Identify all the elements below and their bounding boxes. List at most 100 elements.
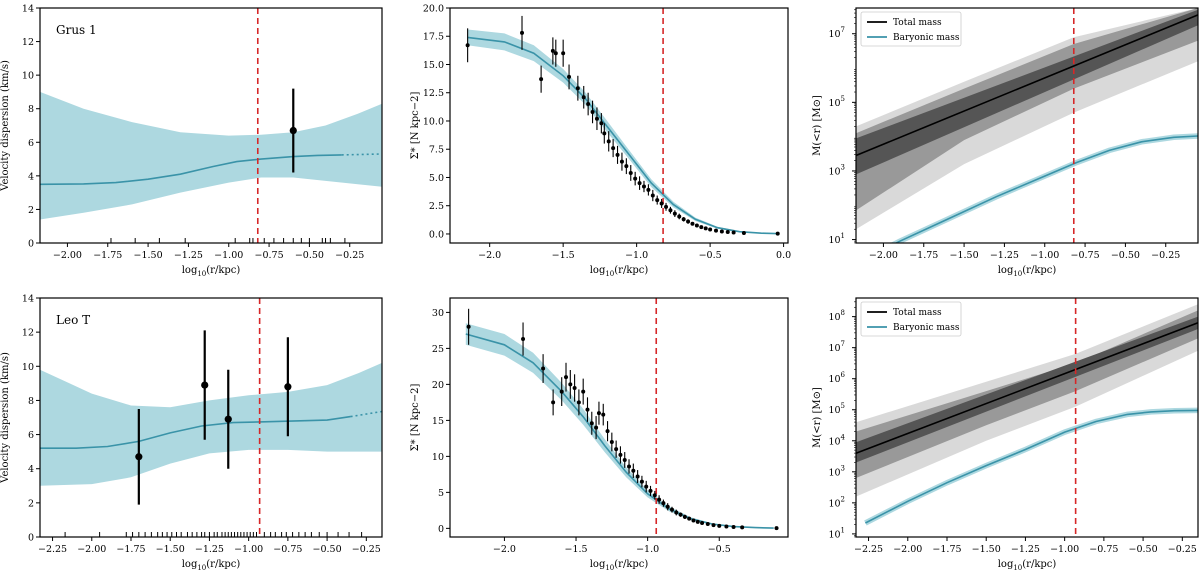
x-tick-label: −1.25 [1011, 544, 1040, 555]
x-tick-label: −0.25 [352, 544, 381, 555]
data-point [664, 202, 669, 211]
median-line [40, 415, 351, 449]
model-line [467, 36, 777, 235]
total-band-dark [856, 316, 1198, 463]
credible-band [40, 91, 382, 220]
x-tick-label: 0.0 [776, 250, 791, 261]
data-point [135, 408, 143, 505]
data-point [669, 506, 674, 513]
data-point [717, 523, 722, 528]
data-point [596, 401, 601, 425]
x-tick-label: −0.50 [1129, 544, 1158, 555]
x-tick-label: −0.75 [1089, 544, 1118, 555]
data-point [541, 354, 546, 383]
data-point [644, 480, 649, 493]
y-tick-label: 20.0 [423, 4, 444, 15]
data-point [465, 28, 470, 63]
data-point [581, 378, 586, 405]
x-tick-label: −1.50 [156, 544, 185, 555]
data-point [724, 524, 729, 529]
x-tick-label: −1.50 [950, 250, 979, 261]
data-point [590, 100, 595, 124]
data-point [659, 198, 664, 208]
data-point [740, 525, 745, 530]
legend-label-total: Total mass [893, 308, 942, 318]
x-tick-label: −0.25 [1151, 250, 1180, 261]
data-point [633, 171, 638, 186]
data-point [561, 39, 566, 67]
data-point [668, 206, 673, 214]
data-point [602, 123, 607, 144]
y-tick-label: 15.0 [423, 60, 444, 71]
data-point [631, 463, 636, 478]
data-point [586, 92, 591, 116]
data-point [635, 470, 640, 484]
y-tick-label: 2 [28, 205, 34, 216]
x-tick-label: −1.0 [636, 544, 659, 555]
y-tick-label: 10 [22, 362, 34, 373]
x-tick-label: −2.25 [38, 544, 67, 555]
data-point [572, 374, 577, 402]
data-point [774, 526, 779, 531]
data-point [585, 397, 590, 422]
data-point [711, 523, 716, 528]
data-point [605, 421, 610, 442]
data-point [466, 308, 471, 345]
data-point [289, 88, 297, 173]
data-point [224, 369, 232, 469]
data-point [731, 230, 736, 235]
data-point [695, 519, 700, 524]
x-tick-label: −0.25 [335, 250, 364, 261]
data-point [699, 225, 704, 230]
x-tick-label: −2.0 [493, 544, 516, 555]
data-point [594, 107, 599, 131]
data-point [567, 64, 572, 90]
y-tick-label: 17.5 [423, 32, 444, 43]
data-point [678, 512, 683, 517]
galaxy-name-label: Leo T [56, 313, 90, 327]
x-tick-label: −1.25 [174, 250, 203, 261]
data-point [628, 165, 633, 181]
x-tick-label: −1.0 [625, 250, 648, 261]
y-tick-label: 104 [828, 433, 845, 447]
y-axis-label: Velocity dispersion (km/s) [0, 60, 11, 192]
data-point [650, 189, 655, 202]
data-point [677, 213, 682, 220]
data-point [520, 15, 525, 50]
data-point [564, 362, 569, 392]
y-tick-label: 2.5 [429, 201, 444, 212]
y-tick-label: 8 [28, 104, 34, 115]
axes-frame [855, 297, 1199, 538]
data-point [681, 217, 686, 222]
data-point [601, 403, 606, 426]
y-axis-label: Σ* [N kpc−2] [410, 384, 421, 452]
data-point [201, 330, 209, 440]
data-point [741, 230, 746, 235]
median-line [40, 154, 342, 186]
y-tick-label: 6 [28, 138, 34, 149]
x-tick-label: −1.00 [1030, 250, 1059, 261]
y-tick-label: 6 [28, 430, 34, 441]
data-point [284, 337, 292, 437]
plot-area [465, 8, 780, 243]
y-tick-label: 10 [22, 71, 34, 82]
data-point [694, 223, 699, 228]
x-tick-label: −0.5 [708, 544, 731, 555]
model-line [465, 333, 774, 529]
data-point [624, 158, 629, 175]
data-point [725, 230, 730, 235]
x-axis-label: log10(r/kpc) [998, 265, 1057, 278]
x-tick-label: −0.75 [273, 544, 302, 555]
x-tick-label: −1.00 [214, 250, 243, 261]
data-point [703, 226, 708, 231]
y-axis-label: M(<r) [M⊙] [812, 95, 823, 156]
data-point [627, 459, 632, 474]
data-point [637, 176, 642, 190]
data-point [568, 369, 573, 399]
y-tick-label: 14 [22, 4, 34, 15]
x-tick-label: −1.5 [552, 250, 575, 261]
x-tick-label: −1.00 [234, 544, 263, 555]
y-tick-label: 10 [432, 452, 444, 463]
data-point [599, 113, 604, 134]
